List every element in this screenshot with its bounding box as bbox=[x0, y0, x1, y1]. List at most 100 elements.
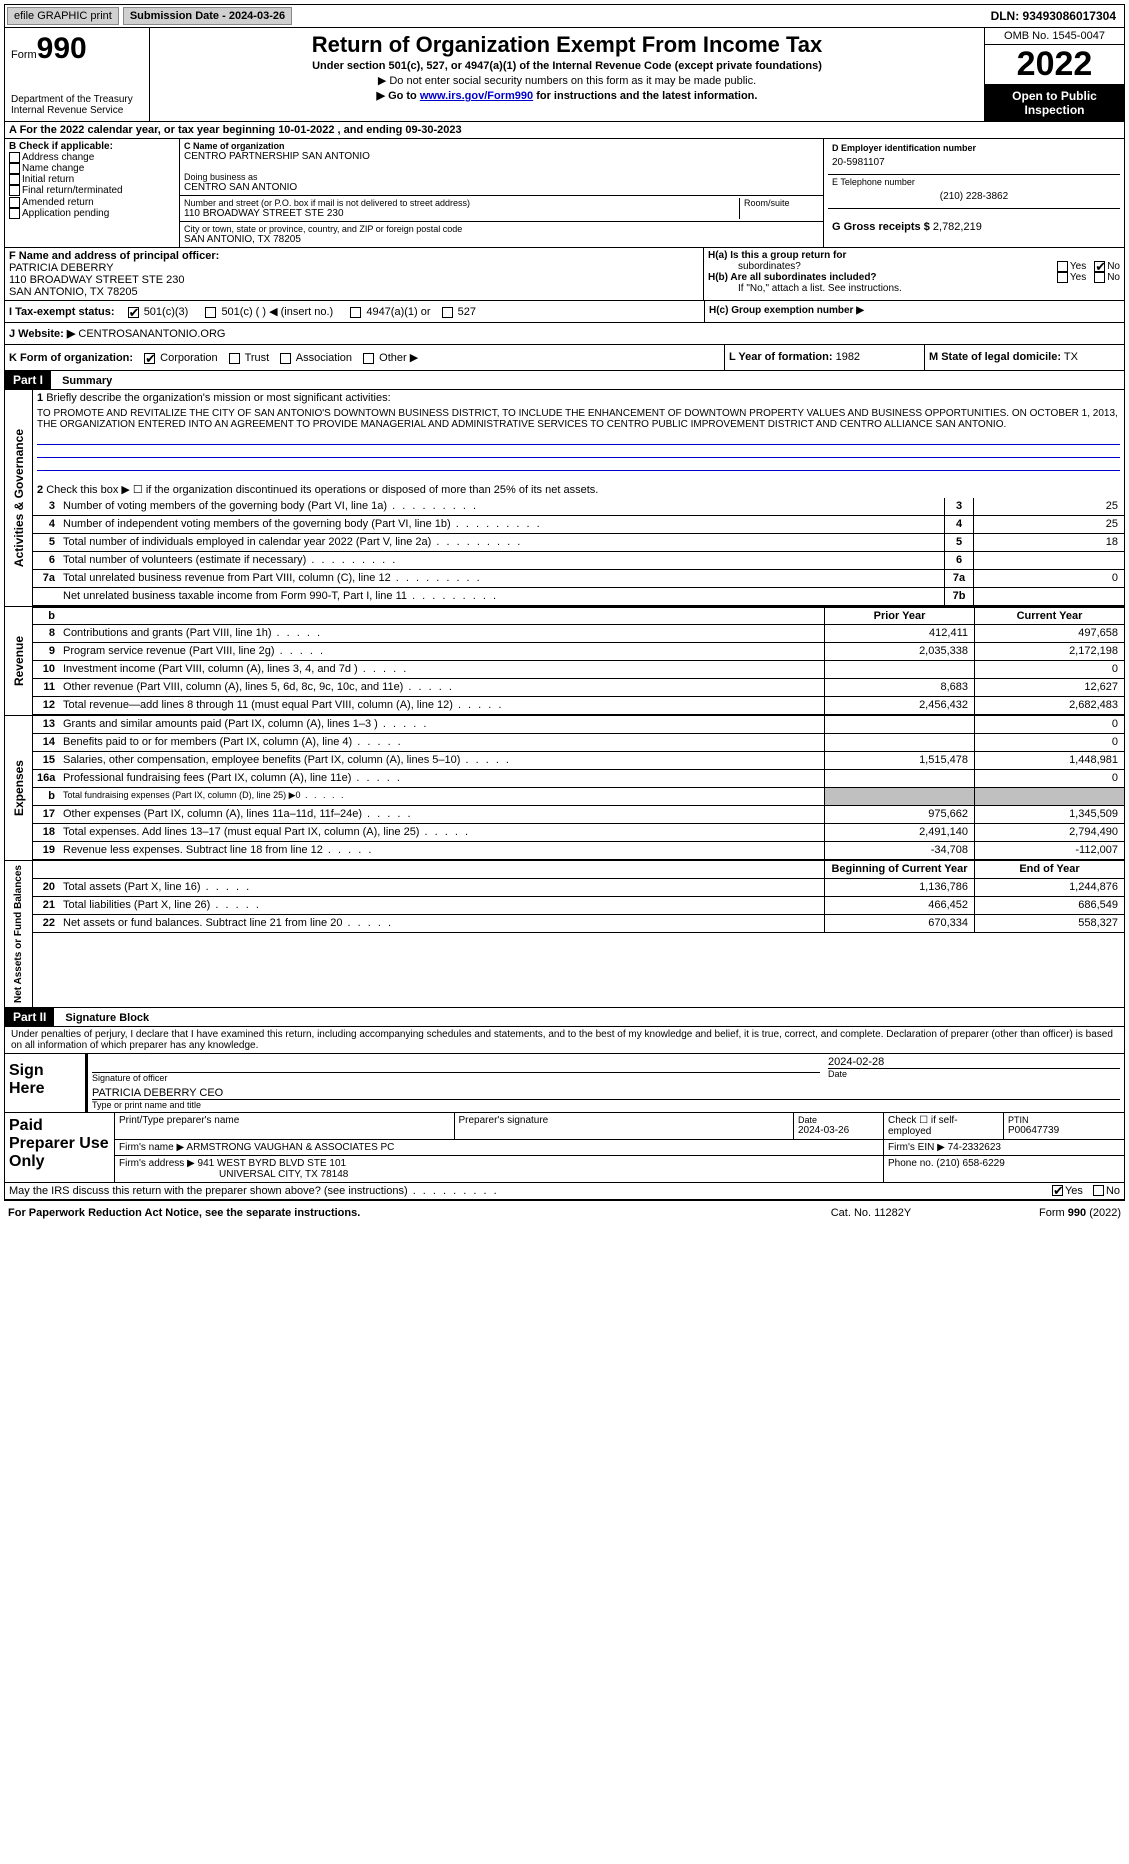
hb-label: H(b) Are all subordinates included? bbox=[708, 272, 1057, 283]
header: Form990 Department of the Treasury Inter… bbox=[5, 28, 1124, 122]
firm-addr2: UNIVERSAL CITY, TX 78148 bbox=[119, 1169, 879, 1180]
paid-preparer-block: Paid Preparer Use Only Print/Type prepar… bbox=[5, 1113, 1124, 1183]
line-row: 11Other revenue (Part VIII, column (A), … bbox=[33, 679, 1124, 697]
checkbox-icon[interactable] bbox=[280, 353, 291, 364]
preparer-name-col: Print/Type preparer's name bbox=[115, 1113, 455, 1140]
street-label: Number and street (or P.O. box if mail i… bbox=[184, 198, 739, 208]
checkbox-icon[interactable] bbox=[205, 307, 216, 318]
checkbox-icon[interactable] bbox=[363, 353, 374, 364]
tax-status: I Tax-exempt status: 501(c)(3) 501(c) ( … bbox=[5, 301, 704, 322]
sign-here-label: Sign Here bbox=[5, 1054, 85, 1112]
firm-ein: 74-2332623 bbox=[948, 1142, 1001, 1153]
note-goto: ▶ Go to www.irs.gov/Form990 for instruct… bbox=[154, 89, 980, 102]
checkbox-icon[interactable] bbox=[442, 307, 453, 318]
dba-label: Doing business as bbox=[184, 172, 819, 182]
efile-button[interactable]: efile GRAPHIC print bbox=[7, 7, 119, 25]
officer-addr2: SAN ANTONIO, TX 78205 bbox=[9, 286, 699, 298]
firm-addr1: 941 WEST BYRD BLVD STE 101 bbox=[198, 1158, 347, 1169]
checkbox-icon[interactable] bbox=[1094, 272, 1105, 283]
ptin: P00647739 bbox=[1008, 1125, 1120, 1136]
city: SAN ANTONIO, TX 78205 bbox=[184, 234, 819, 245]
checkbox-icon[interactable] bbox=[1093, 1185, 1104, 1196]
paperwork-notice: For Paperwork Reduction Act Notice, see … bbox=[8, 1207, 771, 1219]
subtitle: Under section 501(c), 527, or 4947(a)(1)… bbox=[154, 60, 980, 72]
tax-status-label: I Tax-exempt status: bbox=[9, 306, 115, 318]
declaration: Under penalties of perjury, I declare th… bbox=[5, 1027, 1124, 1054]
vert-netassets: Net Assets or Fund Balances bbox=[5, 861, 33, 1007]
form-footer: Form 990 (2022) bbox=[971, 1207, 1121, 1219]
k-label: K Form of organization: bbox=[9, 352, 133, 364]
tax-year: 2022 bbox=[985, 45, 1124, 85]
checkbox-icon[interactable] bbox=[9, 208, 20, 219]
checkbox-icon[interactable] bbox=[9, 174, 20, 185]
line-row: 8Contributions and grants (Part VIII, li… bbox=[33, 625, 1124, 643]
opt-initial-return: Initial return bbox=[9, 174, 175, 185]
line-row: 22Net assets or fund balances. Subtract … bbox=[33, 915, 1124, 933]
checkbox-icon[interactable] bbox=[9, 197, 20, 208]
line-row: 21Total liabilities (Part X, line 26)466… bbox=[33, 897, 1124, 915]
gross: 2,782,219 bbox=[933, 221, 982, 233]
opt-amended: Amended return bbox=[9, 197, 175, 208]
form-number: 990 bbox=[37, 32, 87, 65]
room-label: Room/suite bbox=[744, 198, 819, 208]
submission-date-button[interactable]: Submission Date - 2024-03-26 bbox=[123, 7, 292, 25]
line-row: 6Total number of volunteers (estimate if… bbox=[33, 552, 1124, 570]
checkbox-checked-icon[interactable] bbox=[128, 307, 139, 318]
period-row: A For the 2022 calendar year, or tax yea… bbox=[5, 122, 1124, 139]
note2-post: for instructions and the latest informat… bbox=[533, 90, 757, 102]
line-row: 10Investment income (Part VIII, column (… bbox=[33, 661, 1124, 679]
officer-name: PATRICIA DEBERRY bbox=[9, 262, 699, 274]
cat-no: Cat. No. 11282Y bbox=[771, 1207, 971, 1219]
paid-label: Paid Preparer Use Only bbox=[5, 1113, 115, 1182]
form-org-row: K Form of organization: Corporation Trus… bbox=[5, 345, 1124, 371]
mission-text: TO PROMOTE AND REVITALIZE THE CITY OF SA… bbox=[33, 406, 1124, 432]
form990-link[interactable]: www.irs.gov/Form990 bbox=[420, 90, 533, 102]
form-prefix: Form bbox=[11, 49, 37, 61]
line-row: 5Total number of individuals employed in… bbox=[33, 534, 1124, 552]
activities-governance-block: Activities & Governance 1 Briefly descri… bbox=[5, 390, 1124, 607]
officer-addr1: 110 BROADWAY STREET STE 230 bbox=[9, 274, 699, 286]
part2-title: Signature Block bbox=[57, 1012, 149, 1024]
checkbox-checked-icon[interactable] bbox=[144, 353, 155, 364]
section-d: D Employer identification number 20-5981… bbox=[824, 139, 1124, 247]
checkbox-icon[interactable] bbox=[1057, 272, 1068, 283]
opt-address-change: Address change bbox=[9, 152, 175, 163]
header-left: Form990 Department of the Treasury Inter… bbox=[5, 28, 150, 121]
hc: H(c) Group exemption number ▶ bbox=[704, 301, 1124, 322]
checkbox-checked-icon[interactable] bbox=[1052, 1185, 1063, 1196]
preparer-sig-col: Preparer's signature bbox=[455, 1113, 795, 1140]
part2-header-row: Part II Signature Block bbox=[5, 1008, 1124, 1027]
part1-header: Part I bbox=[5, 371, 51, 389]
section-l: L Year of formation: 1982 bbox=[724, 345, 924, 370]
name-label: Type or print name and title bbox=[92, 1099, 1120, 1110]
checkbox-icon[interactable] bbox=[1057, 261, 1068, 272]
firm-phone: (210) 658-6229 bbox=[936, 1158, 1004, 1169]
vert-revenue: Revenue bbox=[5, 607, 33, 715]
dept-treasury: Department of the Treasury bbox=[11, 94, 143, 105]
col-prior: Prior Year bbox=[824, 608, 974, 624]
website-val: CENTROSANANTONIO.ORG bbox=[78, 328, 225, 340]
section-f: F Name and address of principal officer:… bbox=[5, 248, 704, 300]
col-bocy: Beginning of Current Year bbox=[824, 861, 974, 878]
checkbox-icon[interactable] bbox=[229, 353, 240, 364]
checkbox-icon[interactable] bbox=[350, 307, 361, 318]
line-row: 16aProfessional fundraising fees (Part I… bbox=[33, 770, 1124, 788]
website-label: J Website: ▶ bbox=[9, 328, 75, 340]
blank-line bbox=[37, 432, 1120, 445]
checkbox-icon[interactable] bbox=[9, 185, 20, 196]
col-current: Current Year bbox=[974, 608, 1124, 624]
line-row: 12Total revenue—add lines 8 through 11 (… bbox=[33, 697, 1124, 715]
main-title: Return of Organization Exempt From Incom… bbox=[154, 32, 980, 58]
opt-app-pending: Application pending bbox=[9, 208, 175, 219]
checkbox-icon[interactable] bbox=[9, 152, 20, 163]
checkbox-checked-icon[interactable] bbox=[1094, 261, 1105, 272]
ha-label: H(a) Is this a group return for bbox=[708, 250, 1120, 261]
line-row: 7aTotal unrelated business revenue from … bbox=[33, 570, 1124, 588]
checkbox-icon[interactable] bbox=[9, 163, 20, 174]
section-b: B Check if applicable: Address change Na… bbox=[5, 139, 180, 247]
discuss-text: May the IRS discuss this return with the… bbox=[9, 1185, 1052, 1197]
paid-date: 2024-03-26 bbox=[798, 1125, 879, 1136]
city-label: City or town, state or province, country… bbox=[184, 224, 819, 234]
phone: (210) 228-3862 bbox=[832, 187, 1116, 206]
phone-label: E Telephone number bbox=[832, 177, 1116, 187]
